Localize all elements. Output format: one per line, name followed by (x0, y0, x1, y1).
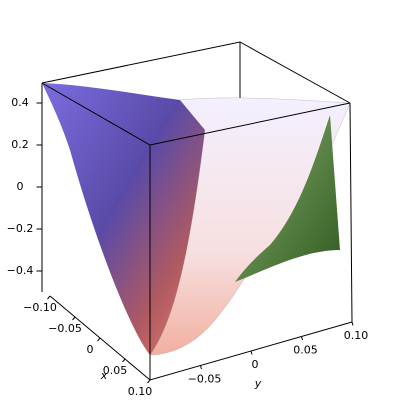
surface-left (42, 83, 205, 355)
y-tick-label: −0.05 (188, 373, 222, 386)
box-back (41, 41, 351, 104)
tick-mark (301, 336, 303, 341)
x-tick-label: 0 (87, 343, 94, 356)
z-tick-label: 0.2 (11, 138, 29, 151)
z-tick-label: −0.2 (7, 222, 34, 235)
x-tick-label: −0.10 (23, 301, 57, 314)
x-tick-label: 0.10 (128, 385, 153, 398)
surface (42, 83, 351, 356)
tick-mark (72, 316, 76, 321)
z-tick-label: −0.4 (7, 264, 34, 277)
y-tick-label: 0.10 (344, 329, 369, 342)
z-tick-label: 0.4 (11, 96, 29, 109)
tick-mark (147, 379, 151, 384)
tick-mark (122, 358, 126, 363)
box-edge (349, 102, 353, 323)
y-axis-label: y (254, 377, 262, 390)
tick-mark (351, 321, 354, 326)
tick-mark (47, 295, 51, 300)
y-tick-label: 0 (252, 358, 259, 371)
x-tick-label: 0.05 (103, 364, 128, 377)
y-tick-label: 0.05 (293, 344, 318, 357)
surface-right (235, 115, 340, 282)
z-tick-label: 0 (17, 180, 24, 193)
x-axis-label: x (100, 369, 108, 382)
tick-mark (200, 365, 202, 370)
x-tick-label: −0.05 (48, 322, 82, 335)
tick-mark (97, 337, 101, 342)
tick-mark (250, 350, 253, 355)
